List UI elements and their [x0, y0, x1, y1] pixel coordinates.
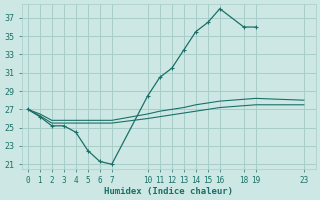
X-axis label: Humidex (Indice chaleur): Humidex (Indice chaleur): [104, 187, 233, 196]
